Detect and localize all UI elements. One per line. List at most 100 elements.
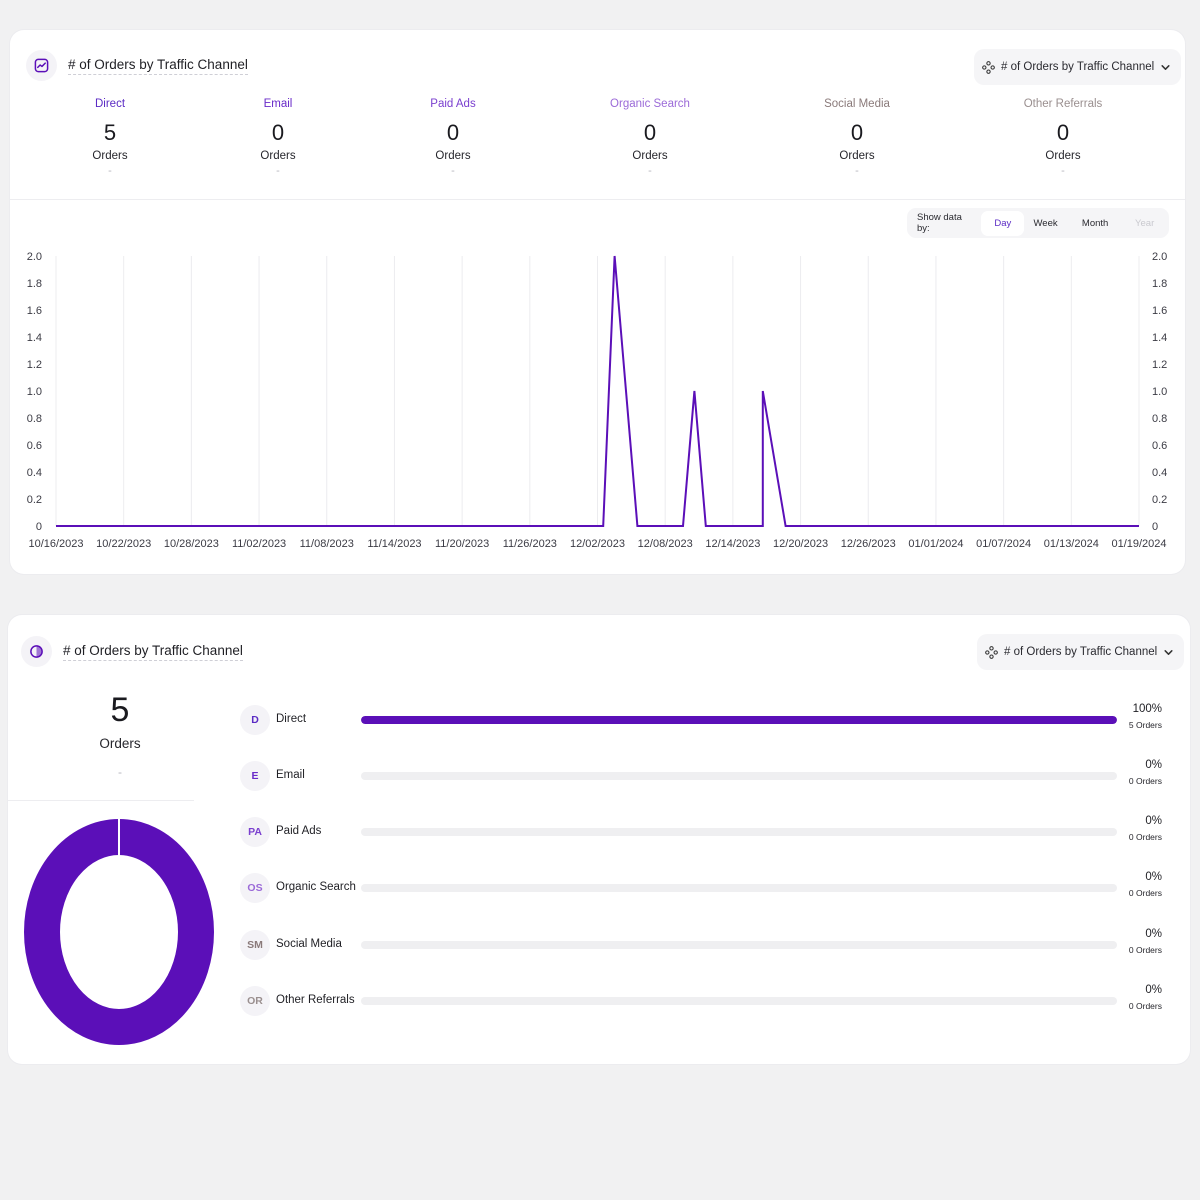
channel-name: Organic Search bbox=[276, 881, 356, 893]
stat-delta: - bbox=[855, 165, 859, 177]
stat-label: Organic Search bbox=[610, 98, 690, 110]
channel-row-organic-search: OS Organic Search 0% 0 Orders bbox=[240, 871, 1170, 909]
channel-orders: 5 Orders bbox=[1128, 720, 1162, 730]
total-delta: - bbox=[118, 765, 122, 779]
stat-unit: Orders bbox=[632, 150, 668, 162]
x-tick-label: 12/14/2023 bbox=[705, 538, 760, 550]
channel-orders: 0 Orders bbox=[1128, 832, 1162, 842]
channel-row-paid-ads: PA Paid Ads 0% 0 Orders bbox=[240, 815, 1170, 853]
channel-percent: 0% bbox=[1145, 815, 1162, 827]
orders-series-line bbox=[56, 255, 1139, 527]
x-tick-label: 11/20/2023 bbox=[435, 538, 489, 550]
channel-row-direct: D Direct 100% 5 Orders bbox=[240, 703, 1170, 741]
y-tick-label-left: 0.8 bbox=[27, 413, 42, 425]
chevron-down-icon bbox=[1164, 649, 1173, 655]
show-data-by-toggle: Show data by: Day Week Month Year bbox=[907, 208, 1169, 238]
stat-label: Direct bbox=[94, 98, 126, 110]
channel-percent: 0% bbox=[1145, 871, 1162, 883]
channel-badge: PA bbox=[240, 817, 270, 847]
stat-paid-ads: Paid Ads 0 Orders - bbox=[378, 98, 528, 177]
divider bbox=[10, 199, 1185, 200]
y-tick-label-right: 1.2 bbox=[1152, 359, 1167, 371]
toggle-month[interactable]: Month bbox=[1081, 217, 1109, 229]
card-title: # of Orders by Traffic Channel bbox=[63, 643, 243, 661]
channel-badge: D bbox=[240, 705, 270, 735]
orders-breakdown-card: # of Orders by Traffic Channel # of Orde… bbox=[8, 615, 1190, 1064]
stat-label: Email bbox=[263, 98, 293, 110]
stat-value: 0 bbox=[271, 120, 285, 145]
stat-label: Paid Ads bbox=[430, 98, 476, 110]
total-value: 5 bbox=[110, 691, 130, 729]
stat-delta: - bbox=[276, 165, 280, 177]
channel-progress-fill bbox=[361, 716, 1117, 724]
channel-percent: 0% bbox=[1145, 928, 1162, 940]
stat-label: Other Referrals bbox=[1023, 98, 1103, 110]
x-tick-label: 12/02/2023 bbox=[570, 538, 625, 550]
stat-other-referrals: Other Referrals 0 Orders - bbox=[988, 98, 1138, 177]
dropdown-label: # of Orders by Traffic Channel bbox=[1004, 646, 1158, 658]
x-tick-label: 01/07/2024 bbox=[976, 538, 1031, 550]
channel-progress-bar bbox=[361, 997, 1117, 1005]
pie-chart-icon bbox=[21, 636, 52, 667]
channel-progress-bar bbox=[361, 828, 1117, 836]
channel-badge: OR bbox=[240, 986, 270, 1016]
channel-progress-bar bbox=[361, 884, 1117, 892]
y-tick-label-left: 0.4 bbox=[27, 467, 42, 479]
stat-unit: Orders bbox=[1045, 150, 1081, 162]
toggle-day[interactable]: Day bbox=[981, 210, 1025, 236]
metric-dropdown[interactable]: # of Orders by Traffic Channel bbox=[977, 634, 1185, 670]
channel-row-other-referrals: OR Other Referrals 0% 0 Orders bbox=[240, 984, 1170, 1022]
channel-badge: SM bbox=[240, 930, 270, 960]
channel-orders: 0 Orders bbox=[1128, 776, 1162, 786]
channel-progress-bar bbox=[361, 716, 1117, 724]
stat-email: Email 0 Orders - bbox=[203, 98, 353, 177]
channel-progress-bar bbox=[361, 772, 1117, 780]
channel-name: Email bbox=[276, 769, 305, 781]
x-tick-label: 01/01/2024 bbox=[908, 538, 963, 550]
x-tick-label: 12/26/2023 bbox=[841, 538, 896, 550]
channel-progress-bar bbox=[361, 941, 1117, 949]
x-tick-label: 01/19/2024 bbox=[1111, 538, 1166, 550]
y-tick-label-right: 0.4 bbox=[1152, 467, 1167, 479]
x-tick-label: 01/13/2024 bbox=[1044, 538, 1099, 550]
stat-value: 0 bbox=[446, 120, 460, 145]
stat-label: Social Media bbox=[824, 98, 890, 110]
channel-percent: 0% bbox=[1145, 984, 1162, 996]
y-tick-label-right: 1.4 bbox=[1152, 332, 1167, 344]
chevron-down-icon bbox=[1161, 64, 1170, 70]
y-tick-label-left: 1.0 bbox=[27, 386, 42, 398]
x-tick-label: 12/20/2023 bbox=[773, 538, 828, 550]
y-tick-label-right: 1.0 bbox=[1152, 386, 1167, 398]
y-tick-label-right: 0 bbox=[1152, 521, 1158, 533]
channel-orders: 0 Orders bbox=[1128, 945, 1162, 955]
channel-orders: 0 Orders bbox=[1128, 1001, 1162, 1011]
x-tick-label: 11/02/2023 bbox=[232, 538, 286, 550]
x-tick-label: 11/14/2023 bbox=[367, 538, 421, 550]
stat-value: 0 bbox=[1056, 120, 1070, 145]
orders-line-card: # of Orders by Traffic Channel # of Orde… bbox=[10, 30, 1185, 574]
x-tick-label: 11/26/2023 bbox=[503, 538, 557, 550]
stat-delta: - bbox=[1061, 165, 1065, 177]
card-header: # of Orders by Traffic Channel bbox=[26, 50, 248, 81]
stat-direct: Direct 5 Orders - bbox=[35, 98, 185, 177]
y-tick-label-right: 0.8 bbox=[1152, 413, 1167, 425]
orders-donut-chart bbox=[24, 818, 214, 1045]
y-tick-label-right: 1.6 bbox=[1152, 305, 1167, 317]
nodes-icon bbox=[985, 645, 998, 659]
stat-organic-search: Organic Search 0 Orders - bbox=[575, 98, 725, 177]
channel-stats: Direct 5 Orders - Email 0 Orders - Paid Ads 0 Orde… bbox=[10, 98, 1185, 198]
toggle-week[interactable]: Week bbox=[1033, 217, 1058, 229]
channel-row-social-media: SM Social Media 0% 0 Orders bbox=[240, 928, 1170, 966]
y-tick-label-left: 1.4 bbox=[27, 332, 42, 344]
y-tick-label-left: 1.2 bbox=[27, 359, 42, 371]
metric-dropdown[interactable]: # of Orders by Traffic Channel bbox=[974, 49, 1182, 85]
stat-value: 5 bbox=[103, 120, 117, 145]
y-tick-label-left: 1.8 bbox=[27, 278, 42, 290]
stat-social-media: Social Media 0 Orders - bbox=[782, 98, 932, 177]
channel-badge: E bbox=[240, 761, 270, 791]
donut-slice-direct bbox=[24, 819, 214, 1045]
orders-line-chart: 10/16/2023 10/22/2023 10/28/2023 11/02/2023… bbox=[27, 251, 1168, 550]
card-header: # of Orders by Traffic Channel bbox=[21, 636, 243, 667]
x-tick-label: 10/22/2023 bbox=[96, 538, 151, 550]
y-tick-label-right: 0.2 bbox=[1152, 494, 1167, 506]
